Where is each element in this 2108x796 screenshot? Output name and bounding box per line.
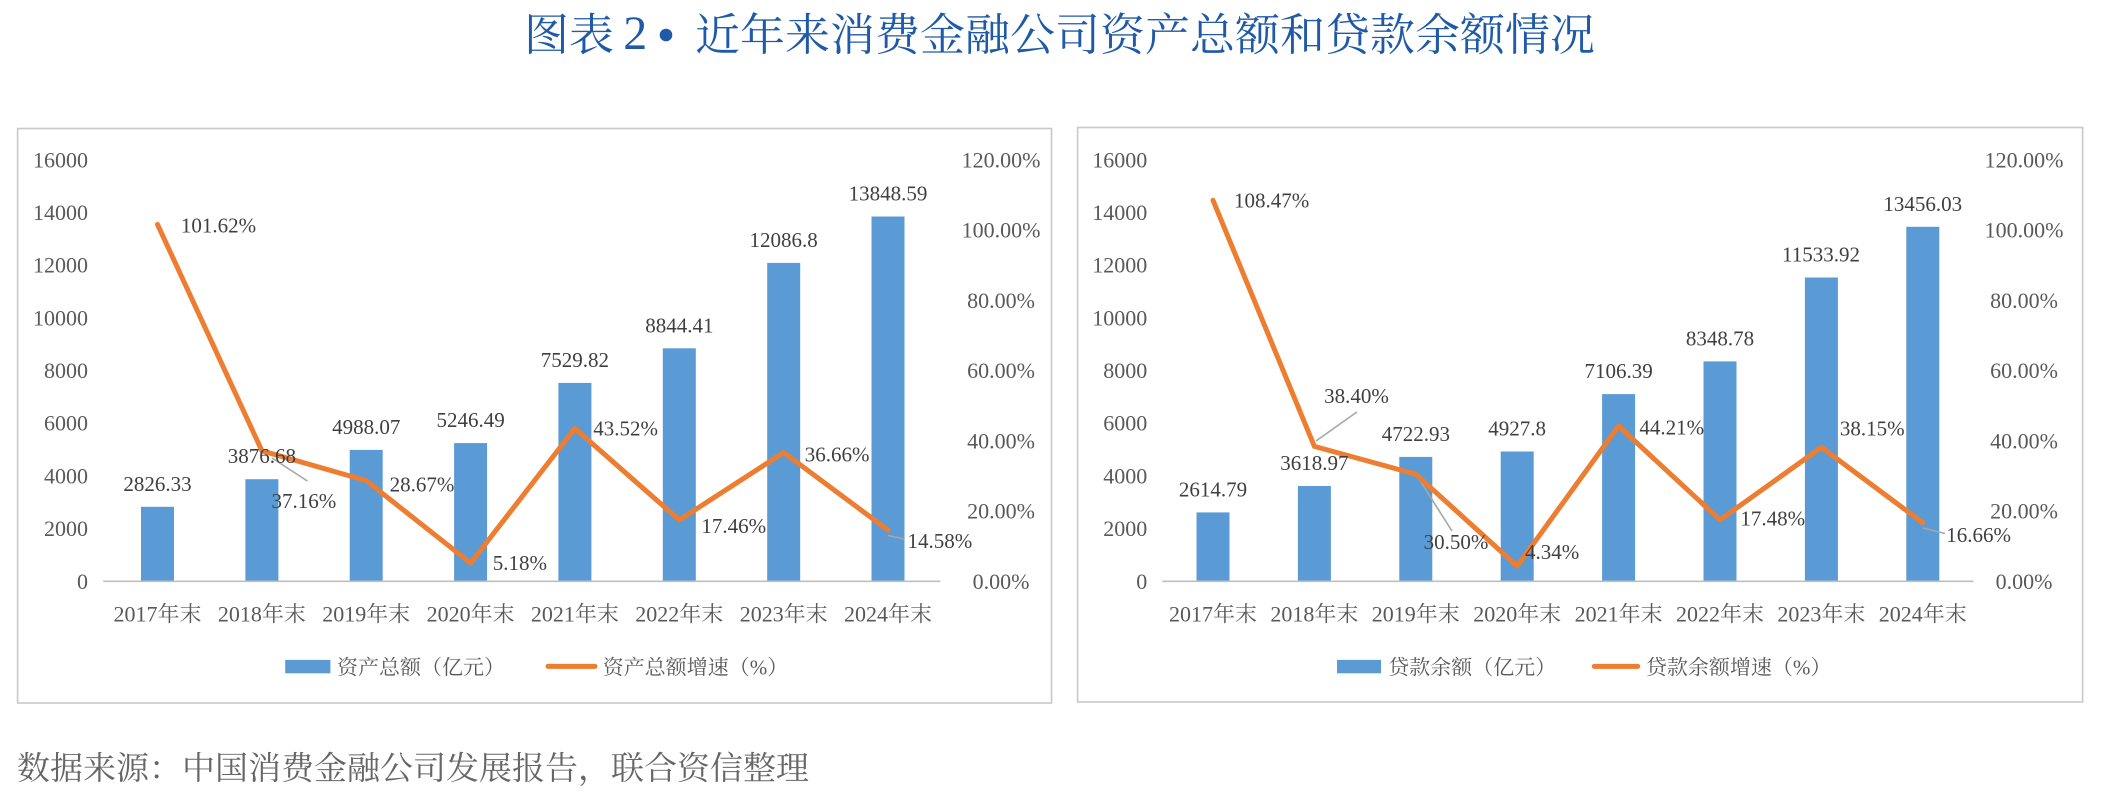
svg-text:2826.33: 2826.33 xyxy=(123,472,191,496)
svg-text:36.66%: 36.66% xyxy=(805,442,870,466)
svg-text:30.50%: 30.50% xyxy=(1424,530,1489,554)
svg-text:2021: 2021 xyxy=(1575,602,1619,627)
svg-text:2614.79: 2614.79 xyxy=(1179,477,1247,501)
svg-text:20.00%: 20.00% xyxy=(1990,499,2058,524)
svg-text:16000: 16000 xyxy=(33,147,88,172)
svg-text:10000: 10000 xyxy=(1092,305,1147,330)
svg-text:80.00%: 80.00% xyxy=(1990,288,2058,313)
svg-text:2022: 2022 xyxy=(1676,602,1720,627)
svg-text:80.00%: 80.00% xyxy=(967,288,1035,313)
svg-text:8000: 8000 xyxy=(44,358,88,383)
svg-text:2022: 2022 xyxy=(635,602,679,627)
svg-text:2024: 2024 xyxy=(1879,602,1923,627)
svg-text:7529.82: 7529.82 xyxy=(541,348,609,372)
svg-text:12086.8: 12086.8 xyxy=(750,228,818,252)
svg-text:120.00%: 120.00% xyxy=(1985,147,2064,172)
svg-text:20.00%: 20.00% xyxy=(967,499,1035,524)
svg-text:%: % xyxy=(750,656,768,680)
svg-text:0.00%: 0.00% xyxy=(973,569,1030,594)
svg-text:16.66%: 16.66% xyxy=(1946,523,2011,547)
svg-text:14.58%: 14.58% xyxy=(908,529,973,553)
svg-text:4722.93: 4722.93 xyxy=(1382,422,1450,446)
svg-text:2024: 2024 xyxy=(844,602,888,627)
svg-text:2017: 2017 xyxy=(1169,602,1213,627)
svg-text:6000: 6000 xyxy=(1103,411,1147,436)
svg-text:2000: 2000 xyxy=(1103,516,1147,541)
svg-text:12000: 12000 xyxy=(1092,253,1147,278)
svg-text:2017: 2017 xyxy=(114,602,158,627)
svg-text:60.00%: 60.00% xyxy=(1990,358,2058,383)
svg-text:%: % xyxy=(1793,656,1811,680)
svg-text:2021: 2021 xyxy=(531,602,575,627)
svg-text:0: 0 xyxy=(77,569,88,594)
svg-text:4.34%: 4.34% xyxy=(1525,540,1579,564)
svg-text:60.00%: 60.00% xyxy=(967,358,1035,383)
svg-text:2: 2 xyxy=(623,7,647,60)
svg-text:16000: 16000 xyxy=(1092,147,1147,172)
svg-text:3876.68: 3876.68 xyxy=(228,444,296,468)
svg-text:101.62%: 101.62% xyxy=(181,213,256,237)
svg-text:0.00%: 0.00% xyxy=(1996,569,2053,594)
svg-text:100.00%: 100.00% xyxy=(1985,218,2064,243)
svg-text:2023: 2023 xyxy=(1777,602,1821,627)
svg-text:2019: 2019 xyxy=(1372,602,1416,627)
svg-text:14000: 14000 xyxy=(33,200,88,225)
svg-text:8348.78: 8348.78 xyxy=(1686,326,1754,350)
svg-text:13456.03: 13456.03 xyxy=(1883,192,1962,216)
svg-text:2020: 2020 xyxy=(427,602,471,627)
svg-text:28.67%: 28.67% xyxy=(390,472,455,496)
svg-text:5.18%: 5.18% xyxy=(493,551,547,575)
svg-text:38.40%: 38.40% xyxy=(1324,384,1389,408)
svg-text:10000: 10000 xyxy=(33,305,88,330)
svg-text:8844.41: 8844.41 xyxy=(645,313,713,337)
svg-text:2000: 2000 xyxy=(44,516,88,541)
svg-text:17.48%: 17.48% xyxy=(1740,506,1805,530)
svg-text:100.00%: 100.00% xyxy=(962,218,1041,243)
svg-text:2018: 2018 xyxy=(218,602,262,627)
svg-text:13848.59: 13848.59 xyxy=(849,182,928,206)
svg-text:2018: 2018 xyxy=(1270,602,1314,627)
svg-text:4000: 4000 xyxy=(44,463,88,488)
svg-text:37.16%: 37.16% xyxy=(272,489,337,513)
svg-text:4927.8: 4927.8 xyxy=(1488,417,1546,441)
svg-text:44.21%: 44.21% xyxy=(1639,415,1704,439)
svg-text:2023: 2023 xyxy=(740,602,784,627)
svg-text:11533.92: 11533.92 xyxy=(1782,243,1860,267)
svg-text:12000: 12000 xyxy=(33,253,88,278)
svg-text:2019: 2019 xyxy=(322,602,366,627)
svg-text:43.52%: 43.52% xyxy=(593,417,658,441)
svg-text:3618.97: 3618.97 xyxy=(1280,451,1348,475)
svg-text:108.47%: 108.47% xyxy=(1234,188,1309,212)
svg-text:8000: 8000 xyxy=(1103,358,1147,383)
svg-text:120.00%: 120.00% xyxy=(962,147,1041,172)
svg-text:14000: 14000 xyxy=(1092,200,1147,225)
svg-text:4988.07: 4988.07 xyxy=(332,415,400,439)
svg-text:0: 0 xyxy=(1136,569,1147,594)
svg-text:38.15%: 38.15% xyxy=(1840,417,1905,441)
svg-text:4000: 4000 xyxy=(1103,463,1147,488)
svg-text:2020: 2020 xyxy=(1473,602,1517,627)
svg-text:7106.39: 7106.39 xyxy=(1585,359,1653,383)
svg-text:6000: 6000 xyxy=(44,411,88,436)
svg-text:5246.49: 5246.49 xyxy=(437,408,505,432)
svg-text:40.00%: 40.00% xyxy=(1990,428,2058,453)
svg-text:17.46%: 17.46% xyxy=(701,514,766,538)
svg-text:40.00%: 40.00% xyxy=(967,428,1035,453)
